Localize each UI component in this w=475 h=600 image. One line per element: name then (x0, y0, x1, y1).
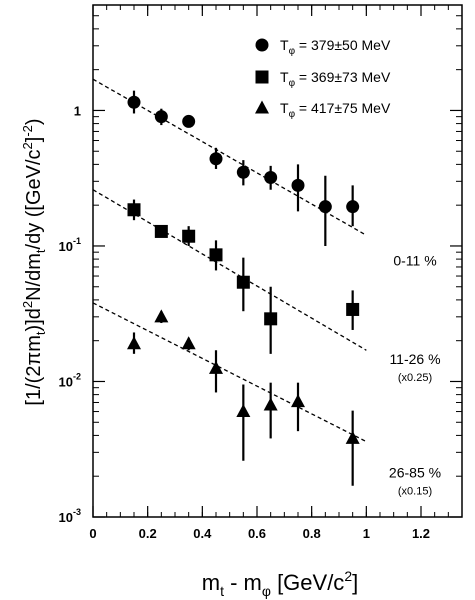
plot-frame (92, 4, 463, 518)
square-marker (236, 275, 250, 289)
legend-entry: Tφ = 369±73 MeV (280, 69, 391, 89)
triangle-marker (236, 404, 251, 418)
series-scale-note: (x0.15) (398, 486, 432, 498)
x-axis-title: mt - mφ [GeV/c2] (202, 568, 358, 599)
data-markers (127, 95, 360, 444)
triangle-marker (127, 336, 141, 350)
x-tick-label: 0.8 (303, 526, 321, 541)
series-label: 0-11 % (393, 252, 436, 268)
fit-lines (92, 78, 367, 443)
triangle-marker (263, 397, 278, 411)
square-marker (127, 203, 141, 217)
legend: Tφ = 379±50 MeV Tφ = 369±73 MeV Tφ = 417±7… (255, 37, 391, 120)
series-label: 26-85 % (389, 465, 441, 481)
triangle-marker (154, 309, 169, 323)
square-marker (154, 224, 168, 238)
circle-marker (255, 38, 269, 52)
y-tick-label: 10-1 (59, 236, 81, 254)
circle-marker (154, 110, 168, 124)
series-scale-note: (x0.25) (398, 372, 432, 384)
x-tick-label: 0.2 (139, 526, 157, 541)
square-marker (346, 302, 360, 316)
square-marker (255, 70, 269, 84)
x-tick-label: 0.6 (248, 526, 266, 541)
circle-marker (264, 171, 278, 185)
y-tick-label: 10-3 (59, 507, 81, 525)
x-tick-label: 0.4 (193, 526, 212, 541)
triangle-marker (255, 100, 269, 114)
fit-line (92, 189, 367, 351)
square-marker (182, 229, 196, 243)
triangle-marker (181, 336, 196, 350)
series-label: 11-26 % (389, 351, 440, 367)
circle-marker (318, 200, 332, 214)
square-marker (264, 312, 278, 326)
circle-marker (346, 200, 360, 214)
x-tick-label: 1.2 (412, 526, 430, 541)
y-tick-label: 10-2 (59, 371, 81, 389)
circle-marker (291, 178, 305, 192)
legend-entry: Tφ = 417±75 MeV (280, 100, 391, 120)
triangle-marker (345, 430, 360, 444)
circle-marker (209, 152, 223, 166)
legend-entry: Tφ = 379±50 MeV (280, 37, 391, 57)
circle-marker (127, 95, 141, 109)
x-tick-label: 0 (89, 526, 96, 541)
y-tick-label: 1 (74, 103, 81, 118)
y-axis-title: [1/(2πmt)]d2N/dmt/dy ([GeV/c2]-2) (20, 118, 48, 405)
triangle-marker (291, 394, 305, 408)
circle-marker (236, 165, 250, 179)
fit-line (92, 302, 367, 443)
triangle-marker (209, 360, 223, 374)
square-marker (209, 248, 223, 262)
series-labels: 0-11 % 11-26 % (x0.25) 26-85 % (x0.15) (389, 252, 441, 497)
x-tick-label: 1 (363, 526, 370, 541)
axis-ticks: 0 0.2 0.4 0.6 0.8 1 1.2 1 10-1 10-2 10-3 (59, 4, 463, 541)
circle-marker (182, 114, 196, 128)
